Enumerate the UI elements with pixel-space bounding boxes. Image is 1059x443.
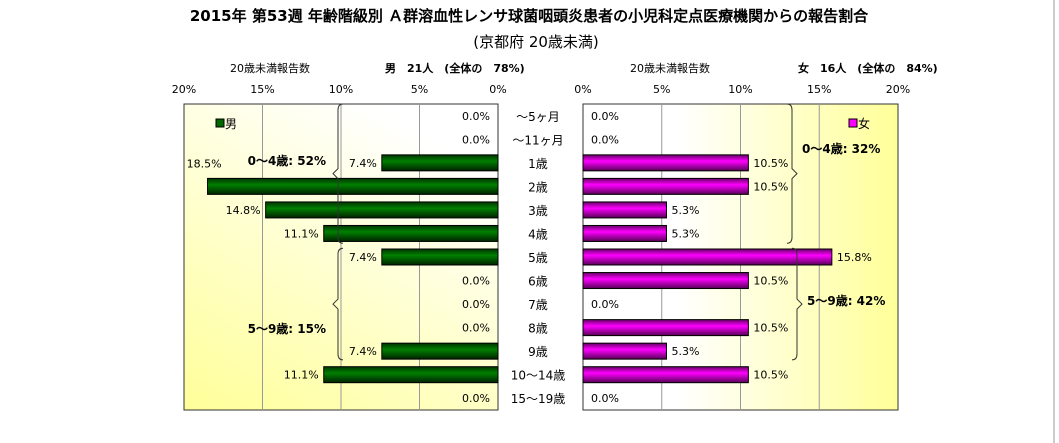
category-label: ～5ヶ月	[516, 110, 560, 124]
category-label: 10～14歳	[511, 369, 566, 383]
bar	[582, 201, 667, 219]
data-label: 0.0%	[591, 133, 619, 146]
category-label: 6歳	[528, 275, 548, 289]
bar	[582, 342, 667, 360]
bar	[323, 366, 499, 384]
data-label: 0.0%	[591, 392, 619, 405]
data-label: 7.4%	[349, 251, 377, 264]
category-label: 4歳	[528, 227, 548, 241]
category-label: 5歳	[528, 251, 548, 265]
data-label: 10.5%	[753, 369, 788, 382]
group-label: 5～9歳: 15%	[248, 321, 326, 336]
data-label: 5.3%	[671, 345, 699, 358]
chart-subtitle: (京都府 20歳未満)	[473, 33, 599, 51]
bar	[582, 319, 749, 337]
x-tick-label: 10%	[728, 83, 752, 96]
category-label: 9歳	[528, 345, 548, 359]
category-label: 1歳	[528, 157, 548, 171]
data-label: 0.0%	[462, 133, 490, 146]
x-tick-label: 5%	[411, 83, 428, 96]
x-tick-label: 20%	[172, 83, 196, 96]
chart-title: 2015年 第53週 年齢階級別 Ａ群溶血性レンサ球菌咽頭炎患者の小児科定点医療…	[190, 7, 869, 25]
bar	[381, 342, 499, 360]
data-label: 0.0%	[462, 298, 490, 311]
panel-header-left: 20歳未満報告数	[230, 62, 310, 75]
data-label: 0.0%	[462, 275, 490, 288]
x-tick-label: 10%	[329, 83, 353, 96]
data-label: 15.8%	[837, 251, 872, 264]
data-label: 7.4%	[349, 345, 377, 358]
data-label: 10.5%	[753, 180, 788, 193]
data-label: 0.0%	[462, 322, 490, 335]
category-label: 7歳	[528, 298, 548, 312]
data-label: 10.5%	[753, 275, 788, 288]
bar	[582, 366, 749, 384]
bar	[582, 248, 833, 266]
data-label: 10.5%	[753, 322, 788, 335]
data-label: 18.5%	[187, 157, 222, 170]
data-label: 0.0%	[591, 298, 619, 311]
panel-header-left: 20歳未満報告数	[630, 62, 710, 75]
data-label: 7.4%	[349, 157, 377, 170]
data-label: 5.3%	[671, 227, 699, 240]
group-bracket	[332, 247, 344, 361]
group-bracket	[332, 103, 344, 244]
x-tick-label: 15%	[807, 83, 831, 96]
group-label: 5～9歳: 42%	[807, 293, 885, 308]
bar	[207, 177, 499, 195]
group-label: 0～4歳: 52%	[248, 153, 326, 168]
data-label: 0.0%	[462, 110, 490, 123]
panel-header-right: 男 21人 (全体の 78%)	[385, 61, 525, 75]
legend-label: 女	[858, 116, 870, 131]
data-label: 5.3%	[671, 204, 699, 217]
category-label: 15～19歳	[511, 392, 566, 406]
data-label: 10.5%	[753, 157, 788, 170]
group-bracket	[786, 103, 798, 244]
group-label: 0～4歳: 32%	[802, 141, 880, 156]
category-label: 2歳	[528, 180, 548, 194]
data-label: 11.1%	[284, 369, 319, 382]
bar	[265, 201, 499, 219]
bar	[582, 177, 749, 195]
bar	[323, 224, 499, 242]
bar	[582, 272, 749, 290]
category-label: ～11ヶ月	[512, 133, 563, 147]
x-tick-label: 0%	[489, 83, 506, 96]
data-label: 14.8%	[226, 204, 261, 217]
group-bracket	[791, 247, 803, 361]
x-tick-label: 0%	[574, 83, 591, 96]
bar	[381, 154, 499, 172]
data-label: 0.0%	[591, 110, 619, 123]
data-label: 0.0%	[462, 392, 490, 405]
legend-swatch	[215, 118, 225, 128]
x-tick-label: 15%	[250, 83, 274, 96]
category-label: 3歳	[528, 204, 548, 218]
legend-swatch	[848, 118, 858, 128]
x-tick-label: 5%	[653, 83, 670, 96]
bar	[381, 248, 499, 266]
bar	[582, 154, 749, 172]
legend-label: 男	[225, 117, 237, 131]
data-label: 11.1%	[284, 227, 319, 240]
bar	[582, 224, 667, 242]
category-label: 8歳	[528, 322, 548, 336]
panel-header-right: 女 16人 (全体の 84%)	[798, 61, 938, 75]
x-tick-label: 20%	[886, 83, 910, 96]
